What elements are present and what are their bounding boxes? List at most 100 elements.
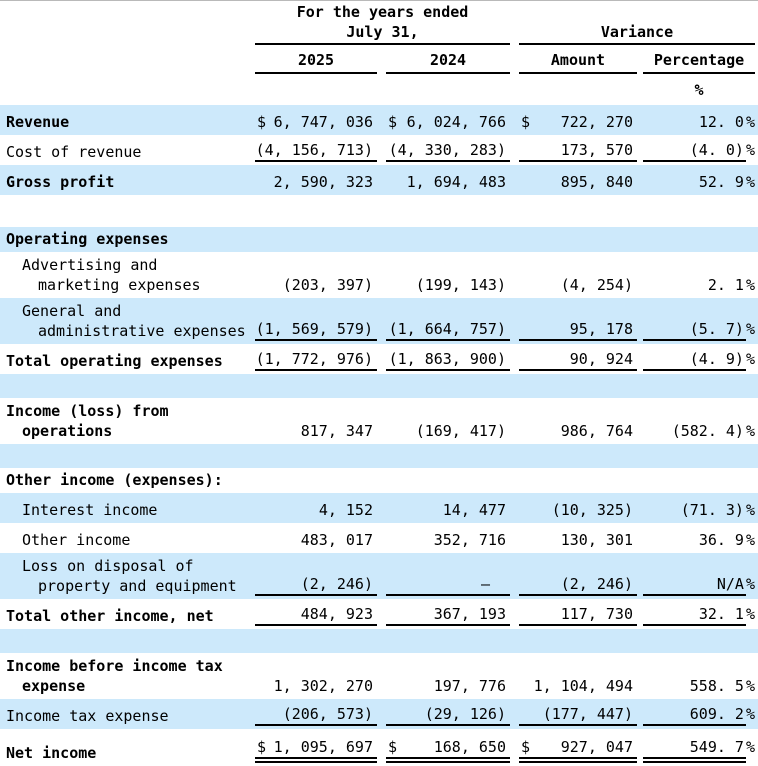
- cell-v2024: (1, 664, 757): [386, 298, 510, 341]
- currency-symbol: $: [388, 113, 398, 131]
- row-label-line: Total other income, net: [6, 607, 214, 625]
- cell-value: (10, 325): [551, 501, 633, 519]
- cell-v2025: $6, 747, 036: [255, 105, 377, 132]
- row-label: Income before income tax expense: [0, 656, 255, 696]
- cell-v2024: 352, 716: [386, 523, 510, 550]
- cell-v2024: $6, 024, 766: [386, 105, 510, 132]
- column-header-amount: Amount: [519, 45, 637, 74]
- cell-v2025: 484, 923: [255, 599, 377, 626]
- cell-v2025: (2, 246): [255, 553, 377, 596]
- row-label-line: Income (loss) from: [6, 402, 169, 420]
- cell-amount: 90, 924: [519, 344, 637, 371]
- cell-value: 352, 716: [433, 531, 506, 549]
- cell-v2025: 4, 152: [255, 493, 377, 520]
- cell-value: (1, 863, 900): [388, 350, 506, 368]
- percentage-value: (5. 7): [643, 319, 746, 341]
- cell-value: 14, 477: [442, 501, 506, 519]
- row-interest-income: Interest income 4, 152 14, 477 (10, 325) (71…: [0, 493, 758, 523]
- row-label-line: Loss on disposal of: [22, 557, 194, 575]
- row-label: Income (loss) from operations: [0, 401, 255, 441]
- cell-value: 367, 193: [433, 605, 506, 623]
- row-label: Total other income, net: [0, 606, 255, 626]
- row-label: Other income: [0, 530, 255, 550]
- column-header-2024: 2024: [386, 45, 510, 74]
- cell-amount: 117, 730: [519, 599, 637, 626]
- currency-symbol: $: [521, 113, 531, 131]
- row-revenue: Revenue $6, 747, 036 $6, 024, 766 $722, 270…: [0, 105, 758, 135]
- cell-percentage: (5. 7)%: [643, 298, 755, 341]
- percentage-value: 12. 0: [698, 113, 744, 131]
- cell-amount: $722, 270: [519, 105, 637, 132]
- cell-percentage: (4. 0)%: [643, 135, 755, 162]
- cell-percentage: 558. 5%: [643, 653, 755, 696]
- header-span-row: For the years ended July 31, Variance: [0, 1, 758, 45]
- row-label-line: Revenue: [6, 113, 70, 131]
- cell-value: (2, 246): [560, 575, 633, 593]
- percentage-value: 549. 7: [643, 737, 746, 763]
- percent-suffix: %: [745, 276, 755, 294]
- cell-value: 817, 347: [300, 422, 373, 440]
- row-income-before-income-tax-expense: Income before income tax expense 1, 302, 2…: [0, 653, 758, 699]
- row-label: Loss on disposal of property and equipmen…: [0, 556, 255, 596]
- cell-percentage: N/A%: [643, 553, 755, 596]
- cell-v2024: —: [386, 553, 510, 596]
- row-label-line: Income before income tax: [6, 657, 223, 675]
- row-label-line: Cost of revenue: [6, 143, 142, 161]
- row-other-income: Other income 483, 017 352, 716 130, 301 36. …: [0, 523, 758, 553]
- cell-value: 927, 047: [560, 738, 633, 756]
- cell-value: 90, 924: [569, 350, 633, 368]
- cell-percentage: 32. 1%: [643, 599, 755, 626]
- row-label-line: expense: [22, 677, 86, 695]
- cell-value: 1, 302, 270: [273, 677, 373, 695]
- row-label-line: Interest income: [22, 501, 158, 519]
- cell-v2025: (1, 569, 579): [255, 298, 377, 341]
- cell-value: 173, 570: [560, 141, 633, 159]
- percentage-value: 32. 1: [643, 604, 746, 626]
- row-label-line: Operating expenses: [6, 230, 169, 248]
- percentage-value: 52. 9: [698, 173, 744, 191]
- percent-suffix: %: [745, 113, 755, 131]
- percentage-value: (582. 4): [671, 422, 744, 440]
- cell-value: (199, 143): [415, 276, 506, 294]
- cell-v2025: 1, 302, 270: [255, 653, 377, 696]
- row-total-operating-expenses: Total operating expenses (1, 772, 976) (1,…: [0, 344, 758, 374]
- percentage-value: 36. 9: [698, 531, 744, 549]
- percent-suffix: %: [745, 320, 755, 338]
- row-label-line: Gross profit: [6, 173, 115, 191]
- row-operating-expenses: Operating expenses: [0, 227, 758, 252]
- cell-amount: 986, 764: [519, 398, 637, 441]
- percent-suffix: %: [745, 738, 755, 756]
- row-loss-on-disposal-of-property-and-equipment: Loss on disposal of property and equipmen…: [0, 553, 758, 599]
- cell-value: (206, 573): [282, 705, 373, 723]
- percentage-value: 609. 2: [643, 704, 746, 726]
- years-ended-header: For the years ended July 31,: [255, 1, 510, 45]
- column-header-2025: 2025: [255, 45, 377, 74]
- cell-percentage: (582. 4)%: [643, 398, 755, 441]
- column-header-percentage: Percentage: [643, 45, 755, 74]
- row-other-income-expenses: Other income (expenses):: [0, 468, 758, 493]
- years-ended-line1: For the years ended: [296, 3, 469, 21]
- cell-amount: 895, 840: [519, 165, 637, 192]
- variance-label: Variance: [600, 23, 674, 41]
- cell-value: (4, 156, 713): [255, 141, 373, 159]
- percentage-value: (71. 3): [680, 501, 744, 519]
- cell-value: 722, 270: [560, 113, 633, 131]
- row-label: Income tax expense: [0, 706, 255, 726]
- cell-v2024: (169, 417): [386, 398, 510, 441]
- currency-symbol: $: [521, 738, 531, 756]
- cell-value: 197, 776: [433, 677, 506, 695]
- table-header: For the years ended July 31, Variance 20…: [0, 1, 758, 105]
- cell-percentage: (71. 3)%: [643, 493, 755, 520]
- cell-v2024: 14, 477: [386, 493, 510, 520]
- years-ended-line2: July 31,: [346, 23, 419, 41]
- row-label-line: marketing expenses: [38, 276, 201, 294]
- row-label: Net income: [0, 743, 255, 763]
- cell-amount: 95, 178: [519, 298, 637, 341]
- row-label-line: Other income (expenses):: [6, 471, 223, 489]
- cell-value: (177, 447): [542, 705, 633, 723]
- cell-v2024: (29, 126): [386, 699, 510, 726]
- cell-value: (29, 126): [424, 705, 506, 723]
- cell-value: 6, 747, 036: [273, 113, 373, 131]
- cell-v2024: (199, 143): [386, 252, 510, 295]
